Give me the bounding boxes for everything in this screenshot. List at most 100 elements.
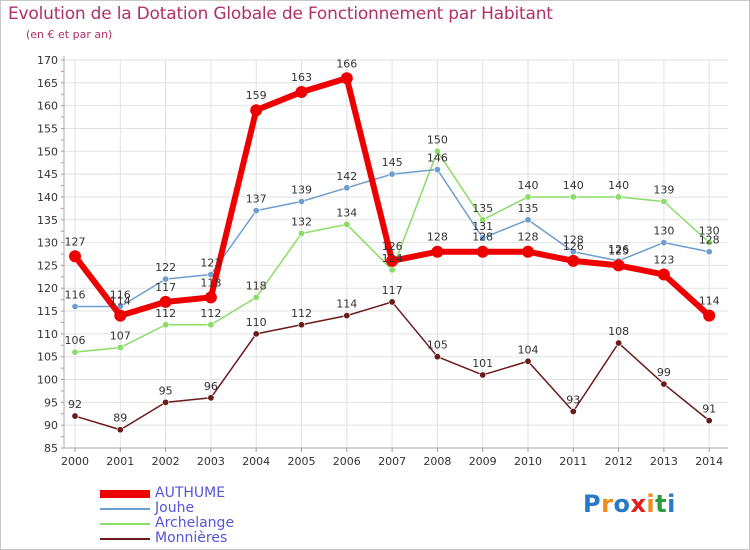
data-point-jouhe xyxy=(388,170,396,178)
x-tick-label: 2001 xyxy=(106,455,134,468)
logo-letter: i xyxy=(646,490,656,518)
logo-letter: P xyxy=(583,490,602,518)
data-point-monnieres xyxy=(479,371,487,379)
data-label-authume: 118 xyxy=(200,276,221,289)
data-label-jouhe: 128 xyxy=(563,234,584,247)
data-point-jouhe xyxy=(297,198,305,206)
y-tick-label: 130 xyxy=(37,237,58,250)
data-point-authume xyxy=(114,309,127,322)
data-point-jouhe xyxy=(479,234,487,242)
data-point-authume xyxy=(431,245,444,258)
data-label-monnieres: 89 xyxy=(113,412,127,425)
data-point-monnieres xyxy=(252,330,260,338)
legend-swatch-archelange xyxy=(100,523,150,525)
data-label-jouhe: 130 xyxy=(653,225,674,238)
data-point-jouhe xyxy=(162,275,170,283)
data-point-authume xyxy=(657,268,670,281)
data-label-archelange: 130 xyxy=(699,225,720,238)
y-tick-label: 85 xyxy=(44,442,58,455)
legend-label-authume: AUTHUME xyxy=(155,485,226,501)
y-tick-label: 115 xyxy=(37,305,58,318)
data-label-authume: 128 xyxy=(518,231,539,244)
data-label-monnieres: 114 xyxy=(336,298,357,311)
data-label-authume: 166 xyxy=(336,57,357,70)
data-point-monnieres xyxy=(433,353,441,361)
data-label-monnieres: 95 xyxy=(159,384,173,397)
data-label-jouhe: 137 xyxy=(246,193,267,206)
data-label-authume: 117 xyxy=(155,281,176,294)
legend-label-archelange: Archelange xyxy=(155,515,235,531)
data-label-archelange: 106 xyxy=(65,334,86,347)
data-point-authume xyxy=(567,254,580,267)
data-point-jouhe xyxy=(252,207,260,215)
data-point-archelange xyxy=(252,293,260,301)
data-label-archelange: 140 xyxy=(518,179,539,192)
x-tick-label: 2010 xyxy=(514,455,542,468)
data-point-jouhe xyxy=(433,166,441,174)
data-point-monnieres xyxy=(524,357,532,365)
logo-letter: i xyxy=(667,490,676,518)
data-point-authume xyxy=(612,259,625,272)
data-label-archelange: 112 xyxy=(200,307,221,320)
data-point-authume xyxy=(295,85,308,98)
data-label-archelange: 134 xyxy=(336,206,357,219)
data-label-jouhe: 116 xyxy=(110,288,131,301)
x-tick-label: 2000 xyxy=(61,455,89,468)
data-point-monnieres xyxy=(116,426,124,434)
proxiti-logo: Proxiti xyxy=(583,490,676,518)
y-tick-label: 160 xyxy=(37,100,58,113)
data-point-archelange xyxy=(71,348,79,356)
data-label-monnieres: 105 xyxy=(427,339,448,352)
x-tick-label: 2008 xyxy=(423,455,451,468)
y-tick-label: 150 xyxy=(37,145,58,158)
data-label-archelange: 140 xyxy=(608,179,629,192)
plot-area xyxy=(64,60,728,448)
data-point-archelange xyxy=(433,147,441,155)
legend-swatch-authume xyxy=(100,490,150,498)
data-label-authume: 126 xyxy=(382,240,403,253)
y-tick-label: 145 xyxy=(37,168,58,181)
data-point-authume xyxy=(159,295,172,308)
data-point-archelange xyxy=(615,193,623,201)
logo-letter: t xyxy=(655,490,668,518)
data-point-archelange xyxy=(297,229,305,237)
y-tick-label: 170 xyxy=(37,54,58,67)
y-tick-label: 120 xyxy=(37,282,58,295)
chart-title: Evolution de la Dotation Globale de Fonc… xyxy=(8,4,553,24)
x-tick-label: 2013 xyxy=(650,455,678,468)
data-point-archelange xyxy=(705,239,713,247)
data-label-jouhe: 142 xyxy=(336,170,357,183)
x-tick-label: 2005 xyxy=(288,455,316,468)
data-point-jouhe xyxy=(524,216,532,224)
data-label-monnieres: 108 xyxy=(608,325,629,338)
y-tick-label: 105 xyxy=(37,351,58,364)
x-tick-label: 2004 xyxy=(242,455,270,468)
data-point-authume xyxy=(250,104,263,117)
data-label-authume: 114 xyxy=(110,295,131,308)
data-label-jouhe: 123 xyxy=(200,257,221,270)
x-tick-label: 2009 xyxy=(469,455,497,468)
data-label-archelange: 150 xyxy=(427,133,448,146)
data-label-authume: 163 xyxy=(291,71,312,84)
x-tick-label: 2011 xyxy=(559,455,587,468)
x-tick-label: 2002 xyxy=(152,455,180,468)
data-label-monnieres: 91 xyxy=(702,403,716,416)
y-tick-label: 155 xyxy=(37,122,58,135)
x-tick-label: 2014 xyxy=(695,455,723,468)
data-label-monnieres: 93 xyxy=(566,393,580,406)
legend-label-jouhe: Jouhe xyxy=(155,500,195,516)
data-point-authume xyxy=(340,72,353,85)
data-label-jouhe: 135 xyxy=(518,202,539,215)
logo-letter: o xyxy=(613,490,631,518)
logo-letter: r xyxy=(601,490,614,518)
y-tick-label: 95 xyxy=(44,396,58,409)
data-label-monnieres: 96 xyxy=(204,380,218,393)
data-point-monnieres xyxy=(705,417,713,425)
data-point-archelange xyxy=(162,321,170,329)
data-point-authume xyxy=(522,245,534,258)
data-point-archelange xyxy=(524,193,532,201)
data-label-jouhe: 128 xyxy=(699,234,720,247)
logo-letter: x xyxy=(630,490,647,518)
y-tick-label: 135 xyxy=(37,214,58,227)
